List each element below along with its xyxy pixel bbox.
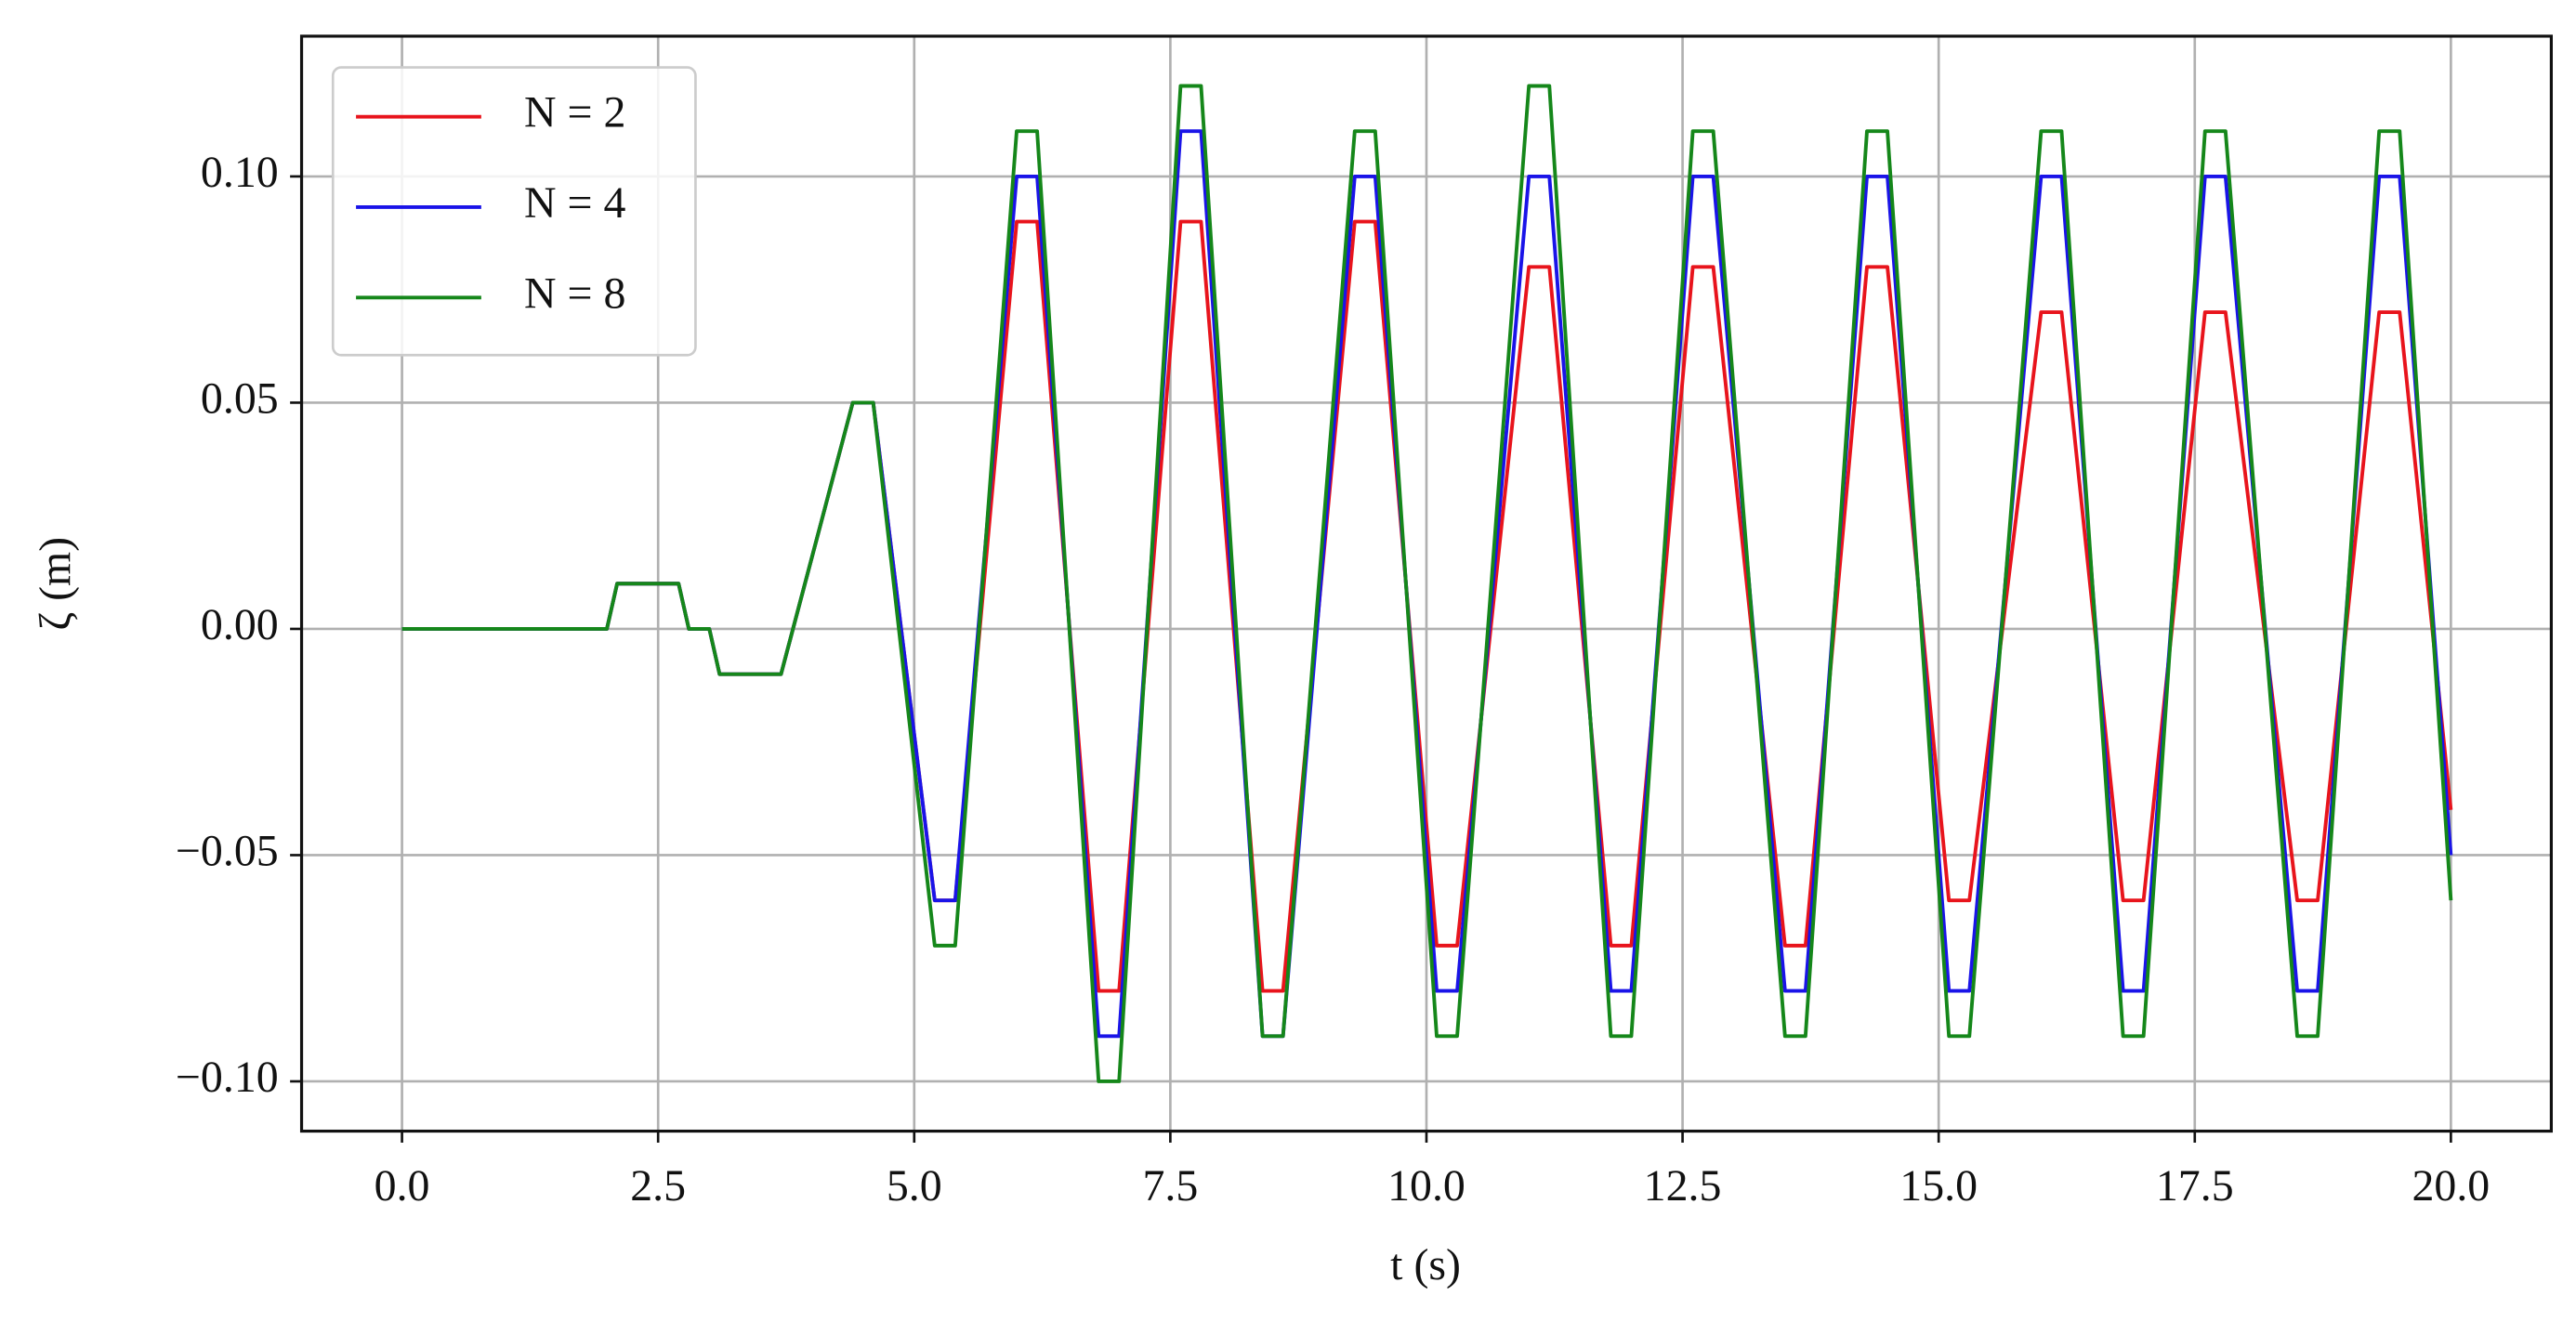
y-axis-label: ζ (m): [31, 537, 80, 631]
legend-label: N = 8: [524, 268, 625, 318]
x-tick-label: 10.0: [1387, 1161, 1465, 1211]
x-axis-label: t (s): [1390, 1240, 1461, 1289]
legend-label: N = 4: [524, 178, 626, 228]
x-tick-label: 2.5: [630, 1161, 686, 1211]
y-tick-label: 0.00: [201, 600, 279, 649]
x-tick-label: 15.0: [1899, 1161, 1978, 1211]
plot-frame: [299, 34, 2553, 1133]
y-tick-label: −0.10: [176, 1053, 279, 1102]
x-tick-label: 7.5: [1142, 1161, 1198, 1211]
legend-box: [331, 66, 697, 357]
legend-label: N = 2: [524, 88, 625, 137]
x-tick-label: 20.0: [2412, 1161, 2490, 1211]
data-line: [401, 84, 2453, 1083]
x-tick-label: 17.5: [2156, 1161, 2234, 1211]
y-tick-label: −0.05: [176, 826, 279, 875]
y-tick-label: 0.10: [201, 148, 279, 197]
y-tick-label: 0.05: [201, 373, 279, 423]
x-tick-label: 12.5: [1644, 1161, 1722, 1211]
x-tick-label: 0.0: [375, 1161, 430, 1211]
x-tick-label: 5.0: [887, 1161, 942, 1211]
